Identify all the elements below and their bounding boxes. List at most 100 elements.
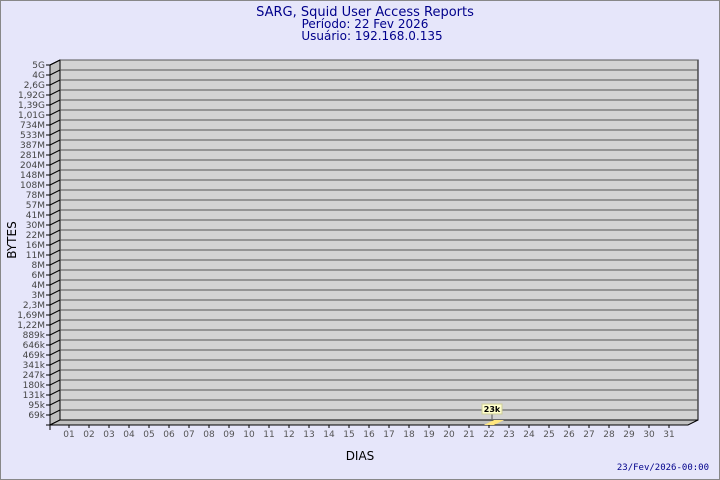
y-tick-label: 646k <box>23 341 46 351</box>
y-tick-label: 6M <box>32 271 46 281</box>
x-tick-label: 25 <box>543 430 554 440</box>
bar-day-22 <box>484 420 504 425</box>
y-tick-label: 1,22M <box>17 321 45 331</box>
y-tick-label: 4M <box>32 281 46 291</box>
y-tick-label: 734M <box>20 121 45 131</box>
y-tick-label: 69k <box>28 411 45 421</box>
x-tick-label: 22 <box>483 430 494 440</box>
grid-line-wall <box>49 409 61 416</box>
grid-line-wall <box>49 279 61 286</box>
x-tick-label: 21 <box>463 430 474 440</box>
x-tick-label: 14 <box>323 430 335 440</box>
grid-line-wall <box>49 349 61 356</box>
x-tick-label: 31 <box>663 430 674 440</box>
grid-line-wall <box>49 219 61 226</box>
y-tick-label: 5G <box>32 61 45 71</box>
x-tick-label: 27 <box>583 430 594 440</box>
y-tick-label: 30M <box>26 221 45 231</box>
grid-line-wall <box>49 169 61 176</box>
x-tick-label: 29 <box>623 430 635 440</box>
y-tick-label: 1,39G <box>18 101 45 111</box>
x-tick-label: 26 <box>563 430 575 440</box>
grid-line-wall <box>49 59 61 66</box>
x-tick-label: 07 <box>183 430 194 440</box>
x-tick-label: 04 <box>123 430 135 440</box>
x-tick-label: 23 <box>503 430 514 440</box>
y-tick-label: 148M <box>20 171 45 181</box>
x-tick-label: 15 <box>343 430 354 440</box>
y-tick-label: 8M <box>32 261 46 271</box>
chart-title: SARG, Squid User Access Reports <box>256 5 474 20</box>
y-tick-label: 341k <box>23 361 46 371</box>
y-tick-label: 41M <box>26 211 45 221</box>
grid-line-wall <box>49 379 61 386</box>
footer-timestamp: 23/Fev/2026-00:00 <box>617 463 709 473</box>
y-tick-label: 281M <box>20 151 45 161</box>
y-tick-label: 247k <box>23 371 46 381</box>
chart-user: Usuário: 192.168.0.135 <box>301 29 442 43</box>
grid-line-wall <box>49 299 61 306</box>
x-tick-label: 02 <box>83 430 94 440</box>
grid-line-wall <box>49 329 61 336</box>
grid-line-wall <box>49 189 61 196</box>
grid-line-wall <box>49 109 61 116</box>
x-tick-label: 17 <box>383 430 394 440</box>
data-label: 23k <box>484 405 501 414</box>
y-tick-label: 16M <box>26 241 45 251</box>
plot-floor <box>49 419 699 426</box>
grid-line-wall <box>49 389 61 396</box>
x-tick-label: 03 <box>103 430 114 440</box>
x-tick-label: 16 <box>363 430 375 440</box>
y-tick-label: 889k <box>23 331 46 341</box>
grid-line-wall <box>49 179 61 186</box>
x-tick-label: 01 <box>63 430 74 440</box>
grid-line-wall <box>49 149 61 156</box>
grid-line-wall <box>49 319 61 326</box>
y-tick-label: 2,3M <box>23 301 45 311</box>
x-tick-label: 08 <box>203 430 215 440</box>
y-tick-label: 204M <box>20 161 45 171</box>
grid-line-wall <box>49 69 61 76</box>
grid-line-wall <box>49 159 61 166</box>
y-tick-label: 22M <box>26 231 45 241</box>
grid-line-wall <box>49 359 61 366</box>
x-tick-label: 10 <box>243 430 255 440</box>
x-tick-label: 24 <box>523 430 535 440</box>
x-tick-label: 18 <box>403 430 415 440</box>
grid-line-wall <box>49 79 61 86</box>
y-tick-label: 3M <box>32 291 46 301</box>
x-tick-label: 06 <box>163 430 175 440</box>
y-tick-label: 57M <box>26 201 45 211</box>
x-tick-label: 09 <box>223 430 235 440</box>
y-tick-label: 4G <box>32 71 45 81</box>
y-tick-label: 533M <box>20 131 45 141</box>
grid-line-wall <box>49 99 61 106</box>
grid-line-wall <box>49 259 61 266</box>
y-tick-label: 469k <box>23 351 46 361</box>
y-tick-label: 11M <box>26 251 45 261</box>
y-tick-label: 95k <box>28 401 45 411</box>
grid-line-wall <box>49 289 61 296</box>
grid-line-wall <box>49 199 61 206</box>
x-tick-label: 28 <box>603 430 615 440</box>
grid-line-wall <box>49 229 61 236</box>
y-tick-label: 180k <box>23 381 46 391</box>
grid-line-wall <box>49 129 61 136</box>
x-tick-label: 19 <box>423 430 435 440</box>
y-tick-label: 1,69M <box>17 311 45 321</box>
y-tick-label: 2,6G <box>24 81 45 91</box>
x-tick-label: 13 <box>303 430 314 440</box>
x-axis-label: DIAS <box>346 449 375 463</box>
grid-line-wall <box>49 269 61 276</box>
y-tick-label: 108M <box>20 181 45 191</box>
grid-line-wall <box>49 369 61 376</box>
grid-line-wall <box>49 139 61 146</box>
y-tick-label: 1,01G <box>18 111 45 121</box>
grid-line-wall <box>49 309 61 316</box>
y-tick-label: 1,92G <box>18 91 45 101</box>
chart-period: Período: 22 Fev 2026 <box>302 17 429 31</box>
grid-line-wall <box>49 89 61 96</box>
x-tick-label: 30 <box>643 430 655 440</box>
grid-line-wall <box>49 339 61 346</box>
